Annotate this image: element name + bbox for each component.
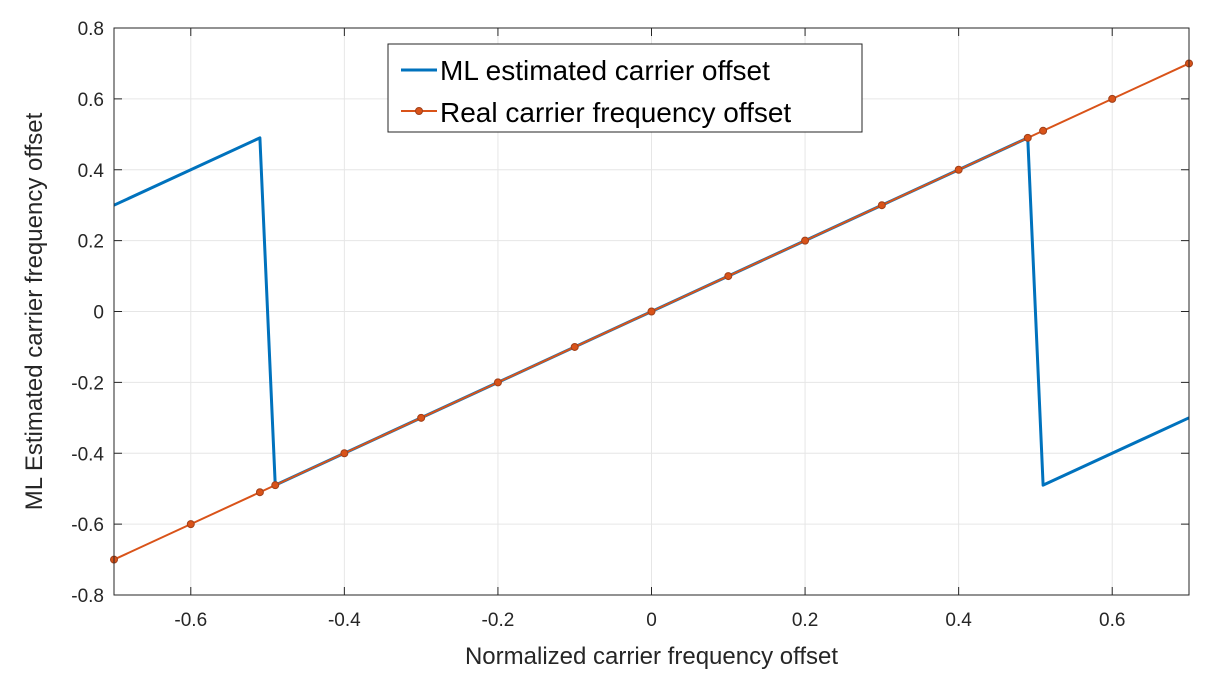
y-tick-label: 0.4 xyxy=(78,161,105,182)
legend-label-ml-estimated: ML estimated carrier offset xyxy=(440,55,770,86)
y-axis-title: ML Estimated carrier frequency offset xyxy=(21,112,48,510)
y-tick-label: 0.6 xyxy=(78,90,104,111)
legend-marker-real-offset xyxy=(415,107,423,115)
x-axis-title: Normalized carrier frequency offset xyxy=(465,643,838,670)
x-tick-label: -0.2 xyxy=(482,610,515,631)
y-tick-label: 0.8 xyxy=(78,19,104,40)
legend: ML estimated carrier offset Real carrier… xyxy=(387,43,863,133)
x-tick-label: 0 xyxy=(646,610,657,631)
axis-ticks: -0.6 -0.4 -0.2 0 0.2 0.4 0.6 -0.8 -0.6 -0.4 -0.2 0 0… xyxy=(71,19,1189,631)
series-point xyxy=(1039,126,1048,135)
legend-box xyxy=(387,43,863,133)
y-tick-label: -0.4 xyxy=(71,444,104,465)
x-tick-label: 0.4 xyxy=(945,610,972,631)
series-point xyxy=(1108,94,1117,103)
x-tick-label: 0.2 xyxy=(792,610,818,631)
y-tick-label: -0.2 xyxy=(71,373,104,394)
y-tick-label: -0.8 xyxy=(71,586,104,607)
series-point xyxy=(417,413,426,422)
y-tick-label: 0.2 xyxy=(78,232,104,253)
x-tick-label: -0.6 xyxy=(174,610,207,631)
series-point xyxy=(801,236,810,245)
series-point xyxy=(877,201,886,210)
x-tick-label: -0.4 xyxy=(328,610,361,631)
series-point xyxy=(724,272,733,281)
x-tick-label: 0.6 xyxy=(1099,610,1125,631)
legend-label-real-offset: Real carrier frequency offset xyxy=(440,97,791,128)
series-point xyxy=(493,378,502,387)
y-tick-label: -0.6 xyxy=(71,515,104,536)
series-point xyxy=(1023,133,1032,142)
series-point xyxy=(570,342,579,351)
series-point xyxy=(954,165,963,174)
series-point xyxy=(255,488,264,497)
series-point xyxy=(647,307,656,316)
series-point xyxy=(186,520,195,529)
y-tick-label: 0 xyxy=(93,303,104,324)
series-point xyxy=(340,449,349,458)
series-layer xyxy=(110,59,1193,564)
series-point xyxy=(271,481,280,490)
